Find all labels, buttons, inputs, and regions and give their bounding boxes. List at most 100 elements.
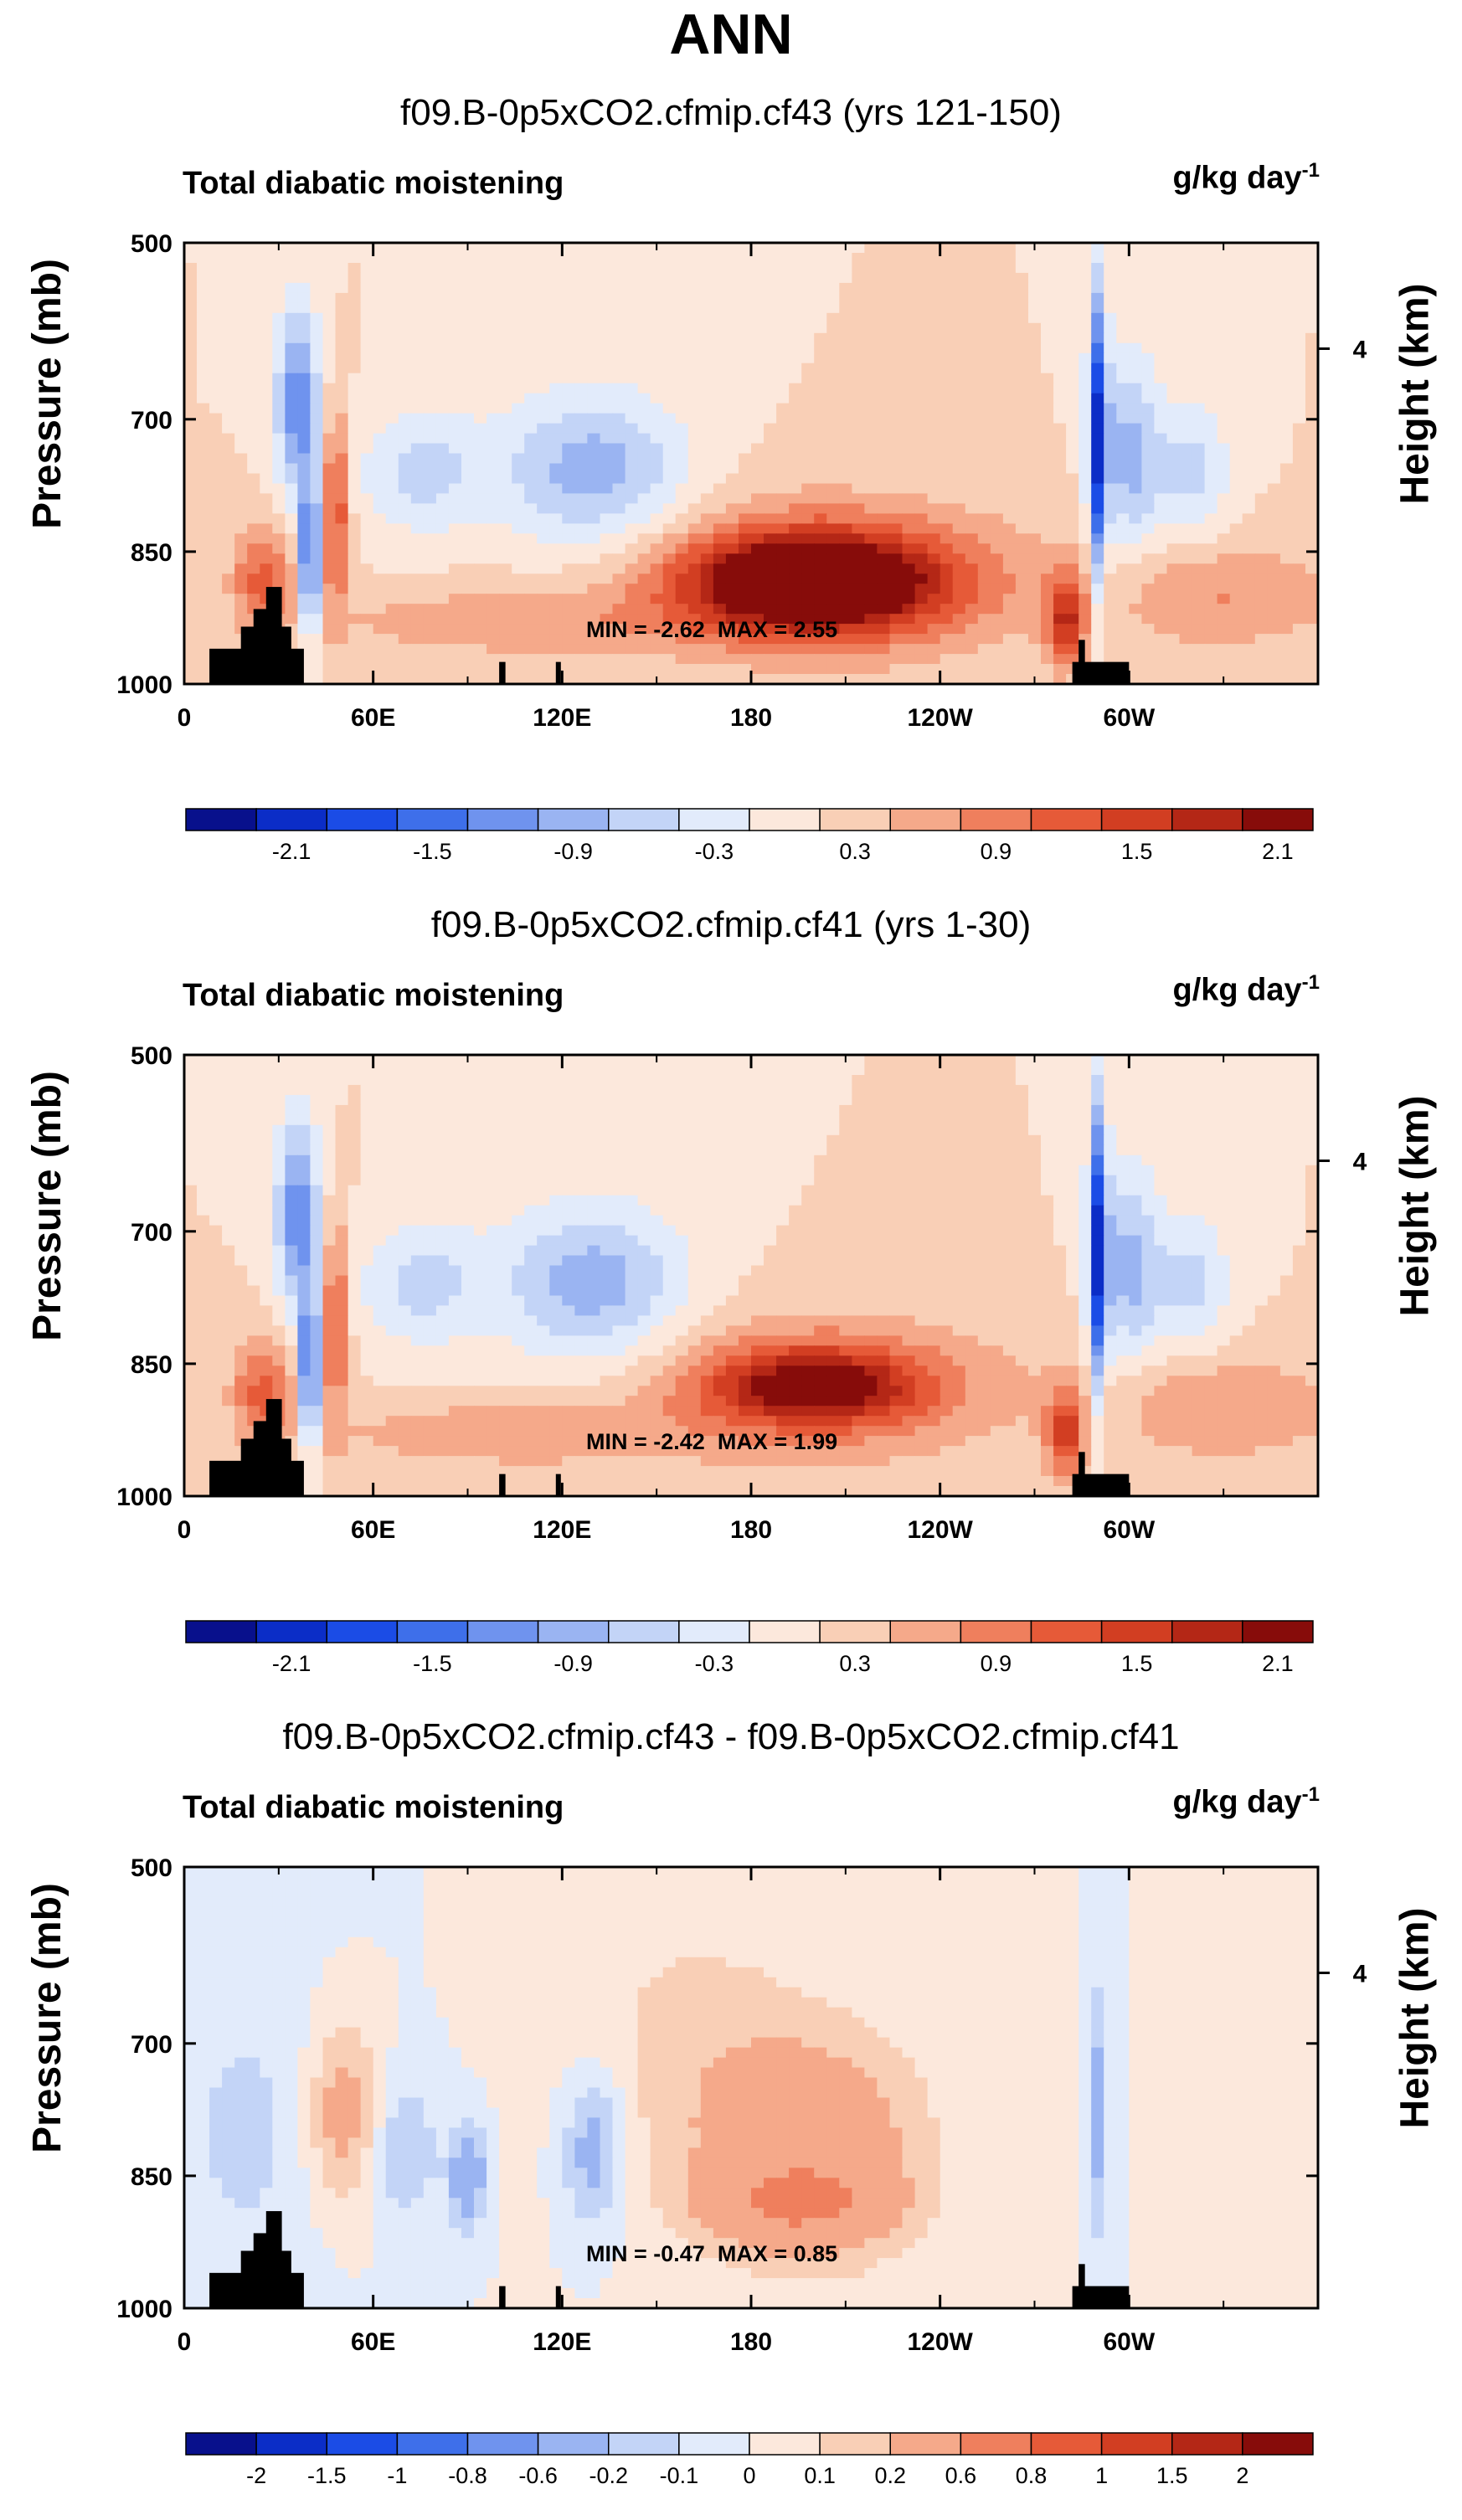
field-cell xyxy=(852,363,865,374)
field-cell xyxy=(663,333,677,344)
field-cell xyxy=(890,373,903,384)
field-cell xyxy=(751,1075,764,1086)
field-cell xyxy=(486,654,500,665)
field-cell xyxy=(1230,253,1243,264)
field-cell xyxy=(323,404,337,414)
field-cell xyxy=(1003,1055,1017,1066)
field-cell xyxy=(399,313,412,324)
field-cell xyxy=(310,1055,323,1066)
field-cell xyxy=(1129,614,1142,625)
field-cell xyxy=(676,484,689,495)
field-cell xyxy=(1192,454,1206,465)
field-cell xyxy=(260,393,273,404)
field-cell xyxy=(978,363,991,374)
field-cell xyxy=(449,313,462,324)
field-cell xyxy=(726,584,739,594)
field-cell xyxy=(839,1095,852,1106)
field-cell xyxy=(373,634,387,645)
field-cell xyxy=(184,1055,198,1066)
field-cell xyxy=(474,1135,487,1146)
field-cell xyxy=(499,363,512,374)
field-cell xyxy=(1180,414,1193,424)
field-cell xyxy=(864,474,878,485)
field-cell xyxy=(940,454,954,465)
field-cell xyxy=(1116,353,1130,364)
field-cell xyxy=(499,404,512,414)
field-cell xyxy=(663,393,677,404)
field-cell xyxy=(1116,584,1130,594)
field-cell xyxy=(1293,533,1306,544)
field-cell xyxy=(789,1055,802,1066)
field-cell xyxy=(1129,353,1142,364)
field-cell xyxy=(613,553,626,564)
field-cell xyxy=(247,444,260,455)
field-cell xyxy=(184,523,198,534)
field-cell xyxy=(1003,313,1017,324)
field-cell xyxy=(789,1125,802,1136)
field-cell xyxy=(713,1105,727,1116)
field-cell xyxy=(411,393,425,404)
field-cell xyxy=(587,464,600,475)
field-cell xyxy=(537,1065,550,1076)
field-cell xyxy=(1305,523,1319,534)
field-cell xyxy=(1180,503,1193,514)
field-cell xyxy=(839,654,852,665)
field-cell xyxy=(1091,573,1104,584)
field-cell xyxy=(688,664,702,675)
field-cell xyxy=(1028,313,1042,324)
field-cell xyxy=(537,424,550,435)
field-cell xyxy=(613,343,626,354)
field-cell xyxy=(562,1145,575,1156)
field-cell xyxy=(638,444,651,455)
field-cell xyxy=(1305,1065,1319,1076)
field-cell xyxy=(512,333,525,344)
field-cell xyxy=(587,664,600,675)
field-cell xyxy=(1041,474,1054,485)
field-cell xyxy=(688,533,702,544)
field-cell xyxy=(651,563,664,574)
field-cell xyxy=(1243,604,1256,615)
field-cell xyxy=(1230,404,1243,414)
field-cell xyxy=(524,523,538,534)
field-cell xyxy=(1230,333,1243,344)
field-cell xyxy=(1280,263,1294,274)
field-cell xyxy=(701,404,714,414)
field-cell xyxy=(260,343,273,354)
field-cell xyxy=(613,383,626,394)
field-cell xyxy=(310,313,323,324)
field-cell xyxy=(1243,573,1256,584)
field-cell xyxy=(739,1075,752,1086)
field-cell xyxy=(1243,584,1256,594)
field-cell xyxy=(1066,1075,1079,1086)
field-cell xyxy=(336,363,349,374)
field-cell xyxy=(361,263,374,274)
field-cell xyxy=(373,584,387,594)
field-cell xyxy=(549,604,563,615)
field-cell xyxy=(197,644,210,655)
field-cell xyxy=(877,444,890,455)
field-cell xyxy=(1167,263,1181,274)
colorbar-label: -2.1 xyxy=(272,839,311,864)
field-cell xyxy=(663,644,677,655)
field-cell xyxy=(1154,523,1167,534)
field-cell xyxy=(234,263,248,274)
field-cell xyxy=(499,333,512,344)
field-cell xyxy=(613,293,626,304)
field-cell xyxy=(310,283,323,294)
field-cell xyxy=(965,273,979,284)
field-cell xyxy=(323,1115,337,1126)
field-cell xyxy=(361,283,374,294)
field-cell xyxy=(903,243,916,254)
field-cell xyxy=(297,273,311,284)
field-cell xyxy=(297,533,311,544)
field-cell xyxy=(826,343,840,354)
field-cell xyxy=(663,584,677,594)
field-cell xyxy=(1180,584,1193,594)
field-cell xyxy=(1268,313,1281,324)
field-cell xyxy=(814,283,827,294)
field-cell xyxy=(1129,644,1142,655)
field-cell xyxy=(474,424,487,435)
field-cell xyxy=(789,553,802,564)
field-cell xyxy=(373,1135,387,1146)
